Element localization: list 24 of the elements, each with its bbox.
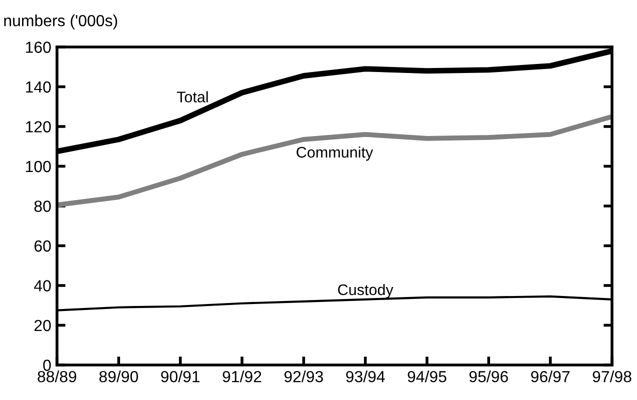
x-tick-label: 96/97 xyxy=(531,370,570,382)
series-label: Custody xyxy=(338,284,394,298)
y-tick-label: 60 xyxy=(34,240,51,252)
y-tick-label: 20 xyxy=(34,320,51,332)
x-tick-label: 88/89 xyxy=(38,370,76,382)
series-label: Total xyxy=(176,91,208,102)
y-tick-label: 100 xyxy=(26,160,51,172)
series-label: Community xyxy=(296,146,374,161)
x-tick-label: 92/93 xyxy=(284,370,323,382)
x-tick-label: 94/95 xyxy=(408,370,446,382)
x-tick-label: 97/98 xyxy=(592,370,632,382)
line-series xyxy=(57,114,612,208)
x-tick-label: 91/92 xyxy=(222,370,262,382)
x-tick-label: 89/90 xyxy=(99,370,138,382)
x-tick-label: 93/94 xyxy=(346,370,385,382)
x-tick-label: 90/91 xyxy=(161,370,200,382)
y-tick-label: 160 xyxy=(26,42,51,53)
y-axis-title: numbers ('000s) xyxy=(4,14,118,30)
y-tick-label: 40 xyxy=(34,280,51,292)
y-tick-label: 140 xyxy=(26,81,51,93)
y-tick-label: 80 xyxy=(34,200,51,212)
y-tick-label: 0 xyxy=(43,360,51,371)
y-tick-label: 120 xyxy=(26,121,51,132)
x-tick-label: 95/96 xyxy=(469,370,508,382)
